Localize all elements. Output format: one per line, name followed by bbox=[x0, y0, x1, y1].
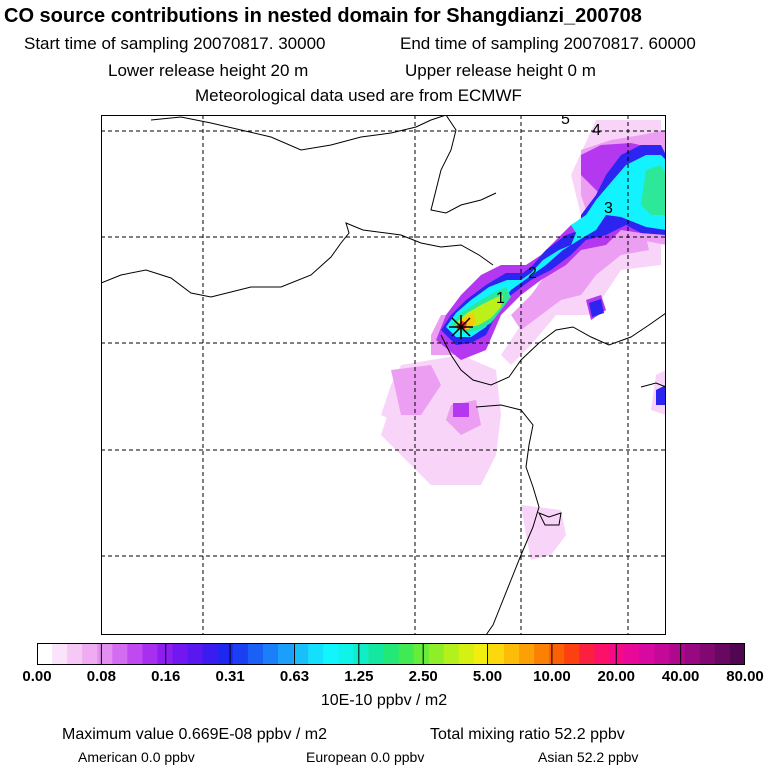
legend-color-cell bbox=[519, 643, 535, 665]
trajectory-label-2: 2 bbox=[528, 265, 537, 282]
legend-color-cell bbox=[187, 643, 204, 665]
legend-tick-label: 80.00 bbox=[726, 668, 764, 685]
european-contribution: European 0.0 ppbv bbox=[306, 749, 425, 765]
legend-color-cell bbox=[458, 643, 475, 665]
map-title: CO source contributions in nested domain… bbox=[4, 5, 642, 27]
legend-color-cell bbox=[624, 643, 641, 665]
legend-color-cell bbox=[308, 643, 324, 665]
legend-color-cell bbox=[353, 643, 369, 665]
legend-color-cell bbox=[428, 643, 445, 665]
legend-color-cell bbox=[609, 643, 626, 665]
asian-contribution: Asian 52.2 ppbv bbox=[538, 749, 639, 765]
american-contribution: American 0.0 ppbv bbox=[78, 749, 195, 765]
legend-color-cell bbox=[443, 643, 460, 665]
trajectory-label-4: 4 bbox=[592, 122, 601, 139]
legend-color-cell bbox=[594, 643, 611, 665]
legend-tick-label: 10.00 bbox=[533, 668, 571, 685]
legend-color-cell bbox=[217, 643, 234, 665]
end-time-label: End time of sampling 20070817. 60000 bbox=[400, 34, 696, 53]
legend-color-cell bbox=[714, 643, 731, 665]
legend-frame bbox=[37, 643, 745, 665]
maximum-value-label: Maximum value 0.669E-08 ppbv / m2 bbox=[62, 726, 328, 743]
legend-color-cell bbox=[669, 643, 686, 665]
legend-cells bbox=[37, 643, 745, 665]
trajectory-label-1: 1 bbox=[496, 290, 505, 307]
legend-color-cell bbox=[383, 643, 400, 665]
legend-color-cell bbox=[293, 643, 309, 665]
legend-color-cell bbox=[112, 643, 128, 665]
legend-color-cell bbox=[413, 643, 430, 665]
legend-tick-label: 0.00 bbox=[22, 668, 52, 685]
color-legend-bar bbox=[37, 643, 745, 665]
map-frame bbox=[101, 115, 666, 635]
legend-color-cell bbox=[202, 643, 219, 665]
concentration-field bbox=[381, 120, 666, 560]
legend-color-cell bbox=[473, 643, 490, 665]
lower-release-height-label: Lower release height 20 m bbox=[108, 61, 309, 80]
legend-color-cell bbox=[262, 643, 279, 665]
legend-color-cell bbox=[67, 643, 83, 665]
legend-tick-label: 1.25 bbox=[344, 668, 374, 685]
legend-color-cell bbox=[564, 643, 580, 665]
legend-separators bbox=[100, 643, 682, 665]
meteorological-data-label: Meteorological data used are from ECMWF bbox=[195, 86, 522, 105]
legend-tick-label: 0.16 bbox=[151, 668, 181, 685]
legend-color-cell bbox=[142, 643, 159, 665]
legend-color-cell bbox=[699, 643, 716, 665]
legend-tick-label: 2.50 bbox=[408, 668, 438, 685]
legend-color-cell bbox=[323, 643, 339, 665]
legend-color-cell bbox=[549, 643, 565, 665]
legend-tick-label: 20.00 bbox=[597, 668, 636, 685]
legend-color-cell bbox=[232, 643, 249, 665]
legend-color-cell bbox=[398, 643, 415, 665]
receptor-asterisk-marker bbox=[449, 315, 473, 339]
legend-color-cell bbox=[97, 643, 113, 665]
legend-color-cell bbox=[127, 643, 144, 665]
trajectory-label-5: 5 bbox=[561, 115, 570, 128]
legend-tick-label: 5.00 bbox=[472, 668, 503, 685]
legend-color-cell bbox=[278, 643, 294, 665]
legend-color-cell bbox=[534, 643, 550, 665]
legend-tick-label: 0.08 bbox=[86, 668, 116, 685]
legend-color-cell bbox=[368, 643, 385, 665]
legend-units: 10E-10 ppbv / m2 bbox=[320, 692, 448, 709]
legend-color-cell bbox=[52, 643, 68, 665]
map-panel: 1 2 3 4 5 bbox=[101, 115, 666, 635]
legend-color-cell bbox=[503, 643, 520, 665]
legend-tick-label: 0.63 bbox=[279, 668, 310, 685]
legend-color-cell bbox=[338, 643, 354, 665]
legend-color-cell bbox=[488, 643, 505, 665]
start-time-label: Start time of sampling 20070817. 30000 bbox=[24, 34, 326, 53]
upper-release-height-label: Upper release height 0 m bbox=[405, 61, 596, 80]
total-mixing-ratio-label: Total mixing ratio 52.2 ppbv bbox=[430, 726, 625, 743]
legend-color-cell bbox=[639, 643, 656, 665]
legend-color-cell bbox=[247, 643, 264, 665]
legend-tick-label: 0.31 bbox=[215, 668, 245, 685]
legend-color-cell bbox=[82, 643, 98, 665]
trajectory-label-3: 3 bbox=[604, 200, 613, 217]
map-background bbox=[101, 115, 666, 635]
legend-color-cell bbox=[172, 643, 189, 665]
legend-tick-label: 40.00 bbox=[661, 668, 700, 685]
legend-color-cell bbox=[729, 643, 745, 665]
grid-lines bbox=[101, 115, 666, 635]
legend-color-cell bbox=[579, 643, 595, 665]
legend-color-cell bbox=[654, 643, 671, 665]
legend-color-cell bbox=[37, 643, 53, 665]
legend-color-cell bbox=[684, 643, 701, 665]
